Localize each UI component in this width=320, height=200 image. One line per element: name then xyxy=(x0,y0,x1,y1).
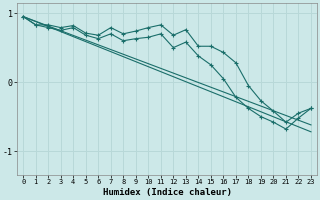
X-axis label: Humidex (Indice chaleur): Humidex (Indice chaleur) xyxy=(103,188,232,197)
